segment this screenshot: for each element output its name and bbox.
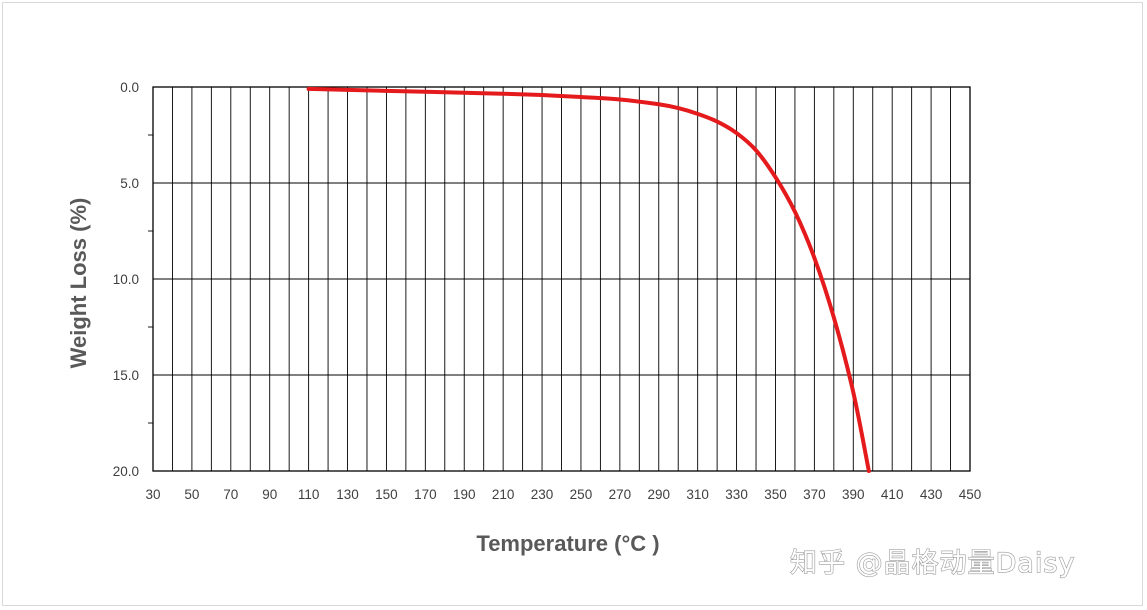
y-tick-label: 10.0 — [113, 272, 139, 287]
x-tick-label: 350 — [764, 487, 787, 502]
y-tick-label: 5.0 — [120, 176, 139, 191]
x-tick-label: 210 — [492, 487, 515, 502]
x-tick-label: 90 — [262, 487, 277, 502]
x-tick-label: 270 — [609, 487, 632, 502]
x-tick-label: 50 — [184, 487, 199, 502]
x-tick-label: 30 — [145, 487, 160, 502]
weight-loss-line — [306, 86, 871, 473]
y-minor-ticks — [148, 134, 153, 424]
x-tick-label: 330 — [725, 487, 748, 502]
y-tick-label: 20.0 — [113, 464, 139, 479]
x-tick-label: 190 — [453, 487, 476, 502]
x-axis-tick-labels: 30 50 70 90 110 130 150 170 190 210 230 250 270 290 31… — [145, 487, 981, 502]
watermark: 知乎 @晶格动量Daisy — [790, 548, 1075, 579]
x-tick-label: 390 — [842, 487, 865, 502]
series — [306, 86, 871, 473]
x-tick-label: 290 — [647, 487, 670, 502]
grid — [152, 86, 971, 472]
y-axis-tick-labels: 0.0 5.0 10.0 15.0 20.0 — [113, 80, 139, 479]
y-axis-title: Weight Loss (%) — [66, 198, 91, 369]
x-tick-label: 450 — [959, 487, 982, 502]
x-axis-title: Temperature (°C ) — [476, 531, 659, 556]
x-tick-label: 70 — [223, 487, 238, 502]
x-tick-label: 110 — [298, 487, 320, 502]
x-tick-label: 310 — [686, 487, 709, 502]
x-tick-label: 130 — [336, 487, 359, 502]
x-tick-label: 170 — [414, 487, 437, 502]
plot-area — [152, 86, 971, 472]
y-tick-label: 0.0 — [120, 80, 139, 95]
x-tick-label: 230 — [531, 487, 554, 502]
x-tick-label: 250 — [570, 487, 593, 502]
x-tick-label: 150 — [375, 487, 398, 502]
x-tick-label: 410 — [881, 487, 904, 502]
x-tick-label: 370 — [803, 487, 826, 502]
y-tick-label: 15.0 — [113, 368, 139, 383]
x-tick-label: 430 — [920, 487, 943, 502]
